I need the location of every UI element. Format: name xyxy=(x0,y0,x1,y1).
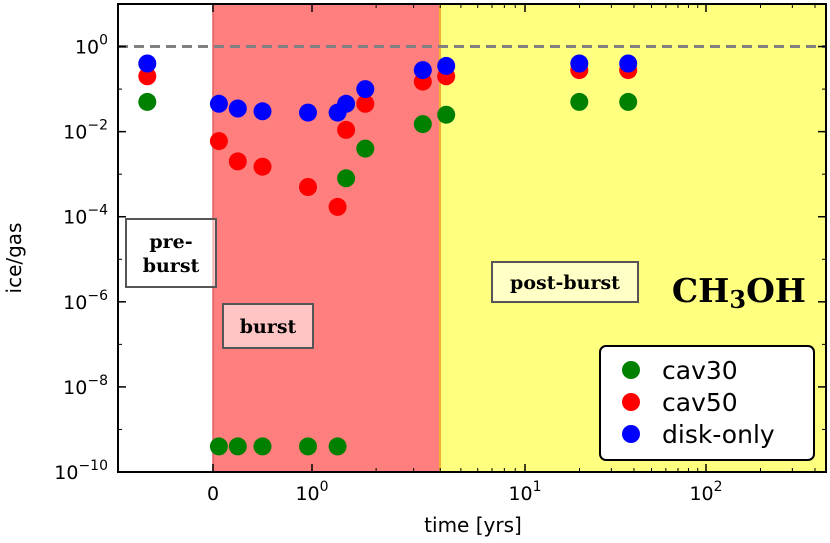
region-label-pre-burst: pre-burst xyxy=(125,218,217,288)
legend-label: disk-only xyxy=(662,420,775,449)
series-cav30 xyxy=(138,92,638,456)
point-disk-only xyxy=(356,80,375,99)
point-cav50 xyxy=(356,94,375,113)
legend-label: cav30 xyxy=(662,356,738,385)
legend-box xyxy=(599,345,815,461)
plot-frame xyxy=(117,3,827,473)
x-tick-label: 0 xyxy=(207,483,219,505)
x-tick-label: 101 xyxy=(508,479,541,505)
legend-entry-disk-only: disk-only xyxy=(622,420,775,449)
point-cav50 xyxy=(209,132,228,151)
point-cav50 xyxy=(253,157,272,176)
point-cav30 xyxy=(437,105,456,124)
x-axis-title: time [yrs] xyxy=(424,513,522,537)
region-label-line: post-burst xyxy=(510,272,620,294)
point-disk-only xyxy=(337,94,356,113)
x-tick-label: 100 xyxy=(295,479,328,505)
point-cav50 xyxy=(138,67,157,86)
y-tick-label: 10−10 xyxy=(54,458,108,484)
legend: cav30 cav50 disk-only xyxy=(599,345,815,461)
x-tick-label: 102 xyxy=(689,479,722,505)
y-tick-label: 10−2 xyxy=(63,118,108,144)
point-cav30 xyxy=(337,169,356,188)
region-label-line: burst xyxy=(143,255,200,277)
point-cav30 xyxy=(570,92,589,111)
series-disk-only xyxy=(138,54,638,122)
point-disk-only xyxy=(209,94,228,113)
point-cav50 xyxy=(328,197,347,216)
point-cav30 xyxy=(253,437,272,456)
point-disk-only xyxy=(299,103,317,122)
point-cav50 xyxy=(337,120,356,139)
point-cav30 xyxy=(138,92,157,111)
legend-entry-cav50: cav50 xyxy=(622,388,738,417)
region-label-line: burst xyxy=(240,316,297,338)
legend-entry-cav30: cav30 xyxy=(622,356,738,385)
point-disk-only xyxy=(228,99,247,118)
region-label-post-burst: post-burst xyxy=(491,261,639,303)
legend-marker xyxy=(622,393,640,411)
region-label-burst: burst xyxy=(222,303,314,349)
point-disk-only xyxy=(138,54,157,73)
region-label-line: pre- xyxy=(149,231,192,253)
y-tick-label: 10−6 xyxy=(63,288,108,314)
region-label-box xyxy=(491,261,639,303)
y-tick-label: 10−4 xyxy=(63,203,108,229)
y-axis-title: ice/gas xyxy=(2,223,26,294)
point-cav30 xyxy=(228,437,247,456)
point-disk-only xyxy=(437,56,456,75)
y-tick-label: 100 xyxy=(75,33,108,59)
annotations: time [yrs] ice/gas CH3OH xyxy=(2,223,806,537)
legend-label: cav50 xyxy=(662,388,738,417)
legend-marker xyxy=(622,361,640,379)
axes: 0 100 101 102 10−10 10−8 10−6 10−4 10−2 100 xyxy=(54,3,827,505)
point-cav30 xyxy=(209,437,228,456)
point-disk-only xyxy=(253,102,272,121)
point-disk-only xyxy=(413,61,432,80)
point-cav30 xyxy=(619,92,638,111)
region-label-box xyxy=(125,218,217,288)
point-disk-only xyxy=(619,54,638,73)
point-cav30 xyxy=(328,437,347,456)
point-cav30 xyxy=(413,115,432,134)
point-cav30 xyxy=(356,139,375,158)
region-burst xyxy=(213,4,440,472)
data-points xyxy=(138,54,638,456)
region-label-box xyxy=(222,303,314,349)
species-label: CH3OH xyxy=(672,271,806,314)
y-tick-label: 10−8 xyxy=(63,373,108,399)
point-cav30 xyxy=(299,437,317,456)
point-cav50 xyxy=(228,152,247,171)
point-cav50 xyxy=(299,178,317,196)
point-disk-only xyxy=(570,54,589,73)
legend-marker xyxy=(622,425,640,443)
